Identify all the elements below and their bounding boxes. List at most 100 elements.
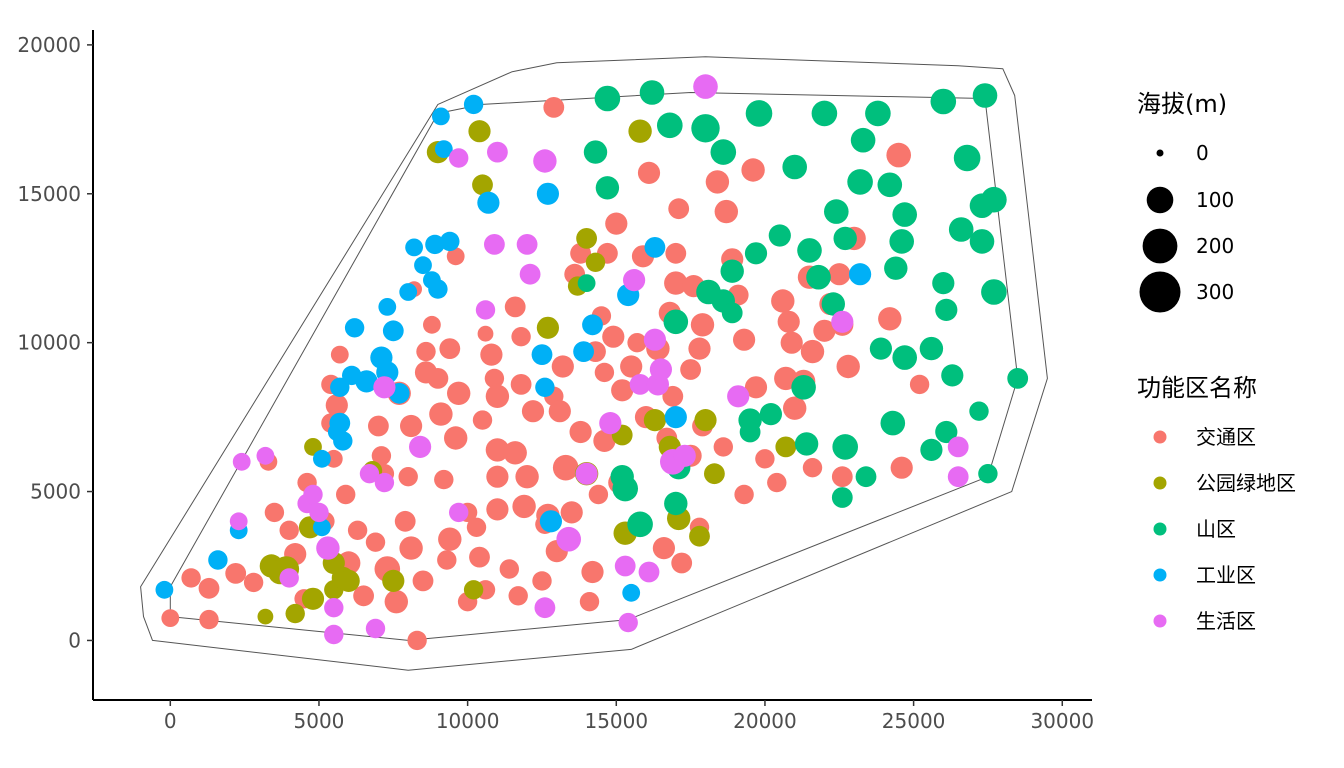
- point-series0-146: [909, 374, 930, 395]
- point-series2-3: [594, 85, 621, 112]
- point-series3-29: [535, 377, 555, 397]
- point-series0-96: [627, 333, 647, 353]
- point-series0-16: [325, 394, 348, 417]
- point-series0-86: [588, 484, 609, 505]
- point-series0-101: [652, 537, 676, 560]
- point-series0-107: [668, 198, 690, 220]
- point-series1-29: [689, 525, 710, 547]
- point-series0-91: [602, 325, 625, 348]
- point-series0-23: [368, 415, 389, 437]
- point-series0-20: [347, 520, 368, 540]
- point-series4-31: [638, 561, 660, 583]
- point-series0-126: [767, 472, 787, 493]
- point-series2-33: [832, 434, 858, 460]
- point-series0-41: [434, 469, 454, 490]
- point-series2-35: [847, 169, 873, 195]
- point-series2-51: [935, 420, 958, 444]
- point-series0-58: [485, 438, 510, 462]
- point-series0-89: [594, 362, 615, 383]
- point-series2-32: [831, 487, 853, 508]
- point-series0-45: [446, 247, 465, 266]
- point-series1-21: [576, 228, 597, 249]
- point-series0-144: [886, 142, 911, 168]
- point-series2-52: [941, 364, 964, 387]
- point-series1-0: [257, 608, 274, 625]
- point-series2-43: [889, 229, 914, 254]
- point-series0-24: [371, 446, 392, 466]
- point-series2-5: [612, 475, 638, 502]
- point-series2-37: [855, 466, 877, 488]
- point-series4-29: [623, 269, 646, 292]
- point-series0-63: [503, 441, 527, 465]
- point-series2-36: [850, 127, 876, 153]
- point-series4-32: [643, 328, 667, 351]
- point-series0-88: [593, 429, 616, 452]
- point-series2-55: [969, 401, 989, 421]
- point-series0-125: [755, 449, 775, 469]
- point-series0-18: [336, 484, 356, 505]
- point-series0-77: [551, 355, 574, 378]
- point-series4-13: [373, 376, 396, 399]
- point-series0-29: [394, 510, 416, 532]
- point-series0-53: [477, 325, 494, 342]
- point-series0-81: [569, 420, 592, 444]
- point-series2-40: [877, 172, 903, 198]
- point-series4-39: [831, 310, 854, 333]
- x-tick-label-4: 20000: [733, 709, 797, 733]
- point-series2-0: [577, 274, 596, 292]
- point-series2-44: [892, 345, 917, 370]
- point-series1-6: [301, 587, 325, 610]
- point-series1-15: [463, 580, 484, 600]
- point-series2-20: [744, 242, 768, 265]
- point-series0-79: [560, 501, 583, 524]
- point-series3-28: [531, 344, 553, 365]
- data-points: [155, 74, 1029, 651]
- color-legend-key-3: [1153, 568, 1167, 582]
- point-series0-104: [662, 385, 684, 407]
- point-series1-32: [775, 436, 797, 458]
- y-tick-label-3: 15000: [17, 182, 81, 206]
- point-series0-94: [611, 379, 634, 402]
- point-series2-23: [768, 224, 791, 247]
- point-series0-66: [510, 374, 532, 395]
- point-series3-26: [463, 94, 484, 115]
- point-series3-4: [313, 449, 331, 468]
- point-series4-34: [649, 358, 673, 381]
- size-legend-label-2: 200: [1196, 234, 1234, 258]
- point-series0-92: [605, 212, 628, 235]
- point-series0-50: [466, 517, 487, 537]
- size-legend-key-3: [1139, 271, 1181, 313]
- point-series4-3: [279, 568, 299, 588]
- point-series1-31: [704, 463, 725, 485]
- point-series0-109: [680, 359, 701, 380]
- x-tick-label-6: 30000: [1030, 709, 1094, 733]
- point-series2-16: [721, 302, 743, 324]
- point-series0-44: [439, 338, 461, 359]
- point-series4-40: [947, 436, 969, 458]
- point-series4-15: [449, 148, 469, 168]
- x-tick-label-2: 10000: [436, 709, 500, 733]
- point-series0-22: [365, 532, 386, 552]
- point-series4-27: [614, 555, 636, 577]
- point-series0-139: [831, 466, 853, 488]
- point-series2-30: [821, 292, 845, 316]
- point-series2-10: [664, 491, 688, 516]
- x-tick-label-3: 15000: [584, 709, 648, 733]
- point-series4-23: [534, 597, 556, 619]
- size-legend-label-0: 0: [1196, 141, 1209, 165]
- point-series2-19: [739, 421, 761, 443]
- point-series0-59: [486, 465, 509, 488]
- point-series0-67: [512, 494, 536, 519]
- point-series2-41: [880, 410, 906, 436]
- point-series4-7: [316, 536, 340, 560]
- point-series4-12: [374, 472, 395, 493]
- point-series4-38: [727, 385, 750, 408]
- point-series2-38: [865, 100, 891, 127]
- point-series0-21: [353, 585, 374, 607]
- point-series0-57: [485, 384, 510, 408]
- point-series2-49: [932, 272, 955, 295]
- point-series3-7: [333, 431, 353, 451]
- point-series0-35: [412, 570, 434, 592]
- size-legend-key-1: [1146, 186, 1174, 214]
